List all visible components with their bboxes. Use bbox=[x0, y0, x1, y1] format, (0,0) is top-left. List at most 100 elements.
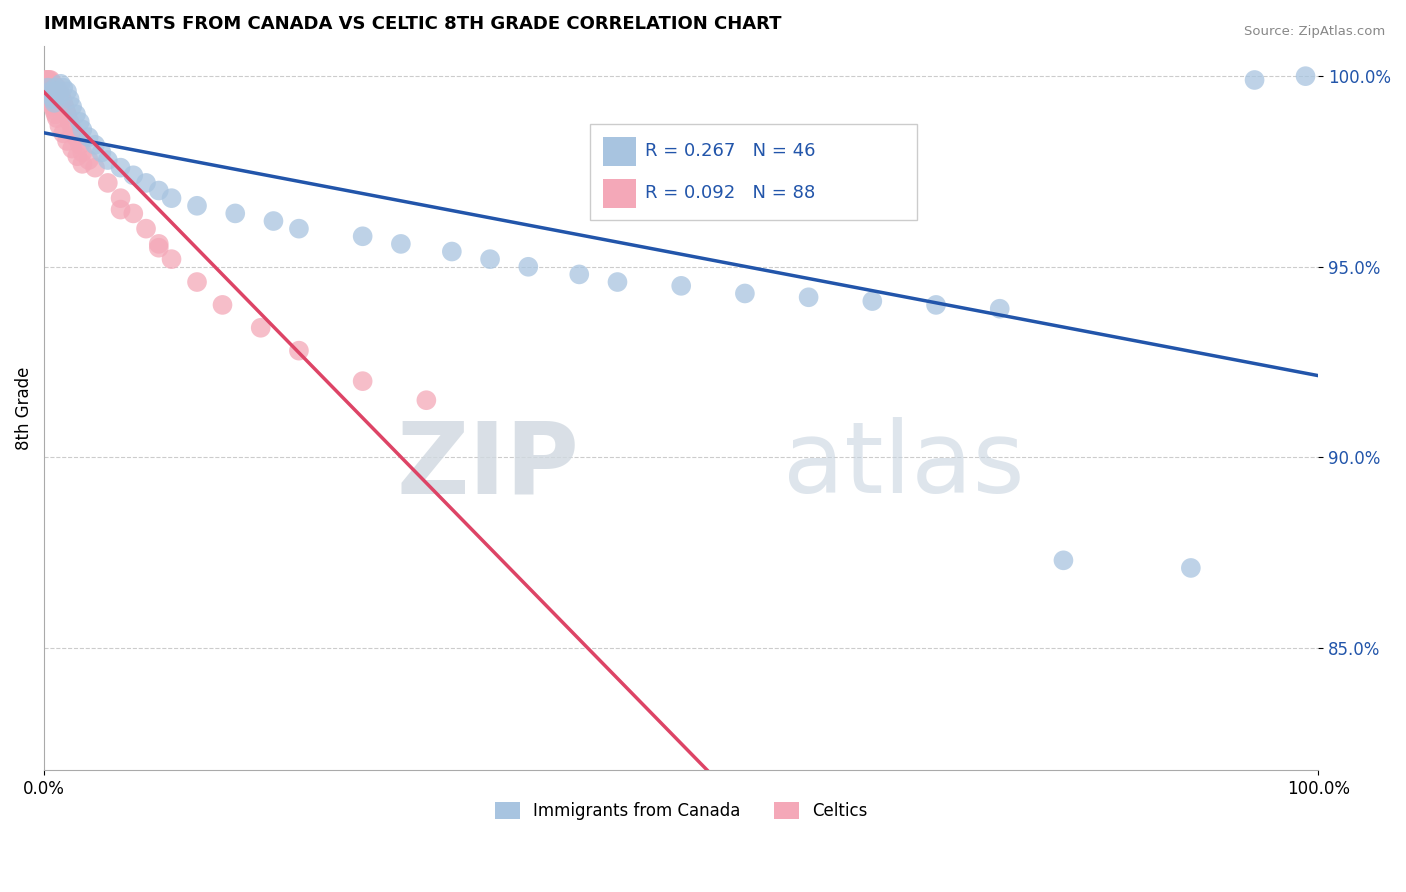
Point bbox=[77, 130, 100, 145]
Point bbox=[48, 88, 70, 103]
Point bbox=[49, 88, 72, 103]
Point bbox=[988, 301, 1011, 316]
Point bbox=[56, 134, 79, 148]
Point bbox=[42, 80, 65, 95]
Point bbox=[34, 77, 56, 91]
Point bbox=[352, 229, 374, 244]
Point bbox=[84, 137, 107, 152]
Point bbox=[72, 122, 94, 136]
Point bbox=[97, 176, 120, 190]
Point bbox=[45, 84, 67, 98]
Point bbox=[41, 88, 63, 103]
Point bbox=[52, 126, 75, 140]
Point bbox=[45, 80, 67, 95]
Point bbox=[35, 73, 58, 87]
Point bbox=[37, 80, 59, 95]
Point bbox=[42, 77, 65, 91]
Point bbox=[38, 77, 60, 91]
Point bbox=[35, 80, 58, 95]
Point bbox=[38, 88, 60, 103]
Point bbox=[45, 80, 67, 95]
Point bbox=[45, 107, 67, 121]
Point bbox=[1180, 561, 1202, 575]
Point bbox=[60, 142, 83, 156]
Point bbox=[186, 199, 208, 213]
Point bbox=[186, 275, 208, 289]
Point bbox=[69, 137, 91, 152]
Point bbox=[211, 298, 233, 312]
Point bbox=[77, 153, 100, 167]
Point bbox=[37, 84, 59, 98]
Point bbox=[110, 202, 132, 217]
Point bbox=[48, 119, 70, 133]
Point bbox=[60, 122, 83, 136]
Point bbox=[148, 236, 170, 251]
Point bbox=[97, 153, 120, 167]
Point bbox=[606, 275, 628, 289]
Point bbox=[925, 298, 948, 312]
Point bbox=[55, 103, 77, 118]
Point bbox=[44, 95, 66, 110]
Point bbox=[797, 290, 820, 304]
Point bbox=[734, 286, 756, 301]
Point bbox=[1243, 73, 1265, 87]
Legend: Immigrants from Canada, Celtics: Immigrants from Canada, Celtics bbox=[488, 796, 875, 827]
Point bbox=[35, 80, 58, 95]
Y-axis label: 8th Grade: 8th Grade bbox=[15, 366, 32, 450]
Point bbox=[56, 84, 79, 98]
Point bbox=[65, 107, 87, 121]
Point bbox=[45, 80, 67, 95]
Point bbox=[48, 92, 70, 106]
Point bbox=[1295, 69, 1317, 83]
Point bbox=[38, 80, 60, 95]
Point bbox=[45, 84, 67, 98]
Point bbox=[39, 73, 62, 87]
Point bbox=[669, 278, 692, 293]
Point bbox=[60, 100, 83, 114]
Point bbox=[1052, 553, 1074, 567]
Point bbox=[224, 206, 246, 220]
Point bbox=[41, 77, 63, 91]
Point bbox=[35, 84, 58, 98]
Point bbox=[122, 169, 145, 183]
Point bbox=[37, 88, 59, 103]
Text: Source: ZipAtlas.com: Source: ZipAtlas.com bbox=[1244, 25, 1385, 38]
Point bbox=[479, 252, 502, 267]
Point bbox=[415, 393, 437, 408]
Point bbox=[41, 80, 63, 95]
Point bbox=[42, 92, 65, 106]
Point bbox=[44, 103, 66, 118]
Text: atlas: atlas bbox=[783, 417, 1025, 515]
Point bbox=[48, 84, 70, 98]
Point bbox=[39, 77, 62, 91]
Point bbox=[135, 221, 157, 235]
Point bbox=[49, 95, 72, 110]
Point bbox=[440, 244, 463, 259]
Point bbox=[45, 92, 67, 106]
Point bbox=[39, 84, 62, 98]
Point bbox=[39, 92, 62, 106]
Point bbox=[39, 84, 62, 98]
Point bbox=[65, 130, 87, 145]
Point bbox=[45, 84, 67, 98]
Point bbox=[42, 92, 65, 106]
Point bbox=[38, 84, 60, 98]
Point bbox=[45, 111, 67, 125]
Point bbox=[44, 80, 66, 95]
Point bbox=[37, 73, 59, 87]
Point bbox=[110, 161, 132, 175]
Point bbox=[37, 84, 59, 98]
Text: R = 0.092   N = 88: R = 0.092 N = 88 bbox=[645, 185, 815, 202]
Point bbox=[58, 92, 80, 106]
Point bbox=[44, 92, 66, 106]
Point bbox=[352, 374, 374, 388]
Point bbox=[860, 294, 883, 309]
Text: R = 0.267   N = 46: R = 0.267 N = 46 bbox=[645, 142, 815, 161]
Point bbox=[69, 115, 91, 129]
Point bbox=[160, 191, 183, 205]
Point bbox=[288, 221, 311, 235]
Point bbox=[44, 88, 66, 103]
Point bbox=[44, 84, 66, 98]
Point bbox=[38, 73, 60, 87]
Point bbox=[58, 115, 80, 129]
